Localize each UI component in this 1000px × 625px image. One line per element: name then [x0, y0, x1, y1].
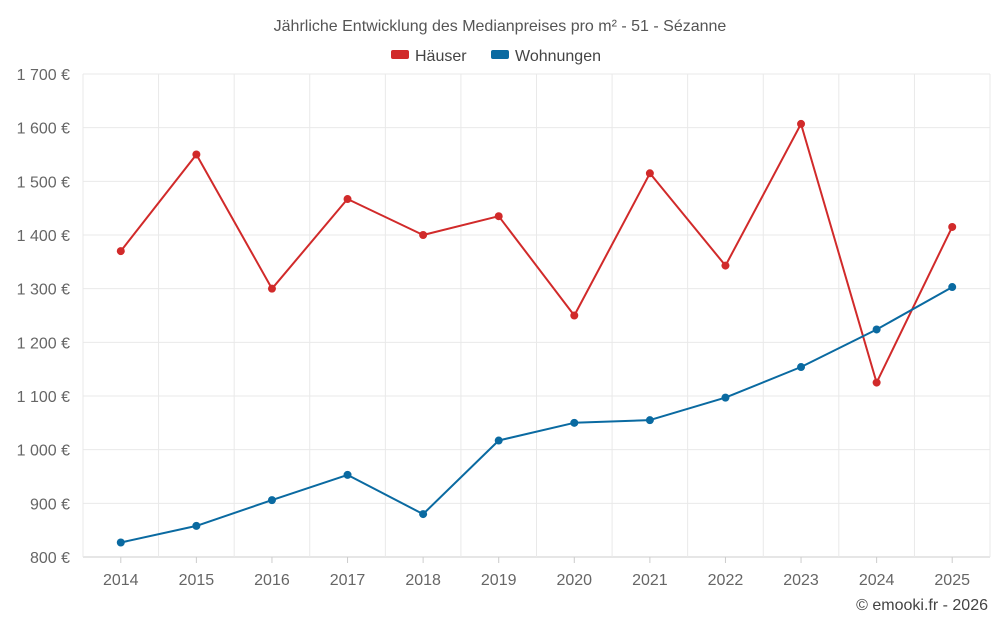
legend-swatch-haeuser	[391, 50, 409, 59]
data-point-haeuser[interactable]	[645, 169, 654, 178]
series-line-haeuser	[120, 122, 954, 384]
data-point-haeuser[interactable]	[192, 150, 201, 159]
legend-swatch-wohnungen	[491, 50, 509, 59]
copyright-credit: © emooki.fr - 2026	[856, 597, 988, 614]
data-point-wohnungen[interactable]	[570, 418, 579, 427]
chart-title: Jährliche Entwicklung des Medianpreises …	[274, 18, 727, 35]
x-tick-label: 2021	[632, 572, 668, 589]
data-point-haeuser[interactable]	[797, 119, 806, 128]
y-tick-label: 800 €	[30, 550, 70, 567]
x-tick-label: 2020	[556, 572, 592, 589]
data-point-wohnungen[interactable]	[494, 436, 503, 445]
grid	[82, 73, 991, 558]
y-axis: 800 € 900 € 1 000 € 1 100 € 1 200 € 1 300 € 1 …	[17, 67, 70, 567]
data-point-wohnungen[interactable]	[343, 470, 352, 479]
y-tick-label: 1 000 €	[17, 443, 70, 460]
y-tick-label: 1 400 €	[17, 228, 70, 245]
x-tick-label: 2018	[405, 572, 441, 589]
data-point-wohnungen[interactable]	[721, 393, 730, 402]
data-point-wohnungen[interactable]	[419, 510, 428, 519]
x-tick-label: 2014	[103, 572, 139, 589]
legend-label-haeuser[interactable]: Häuser	[415, 48, 467, 65]
legend-label-wohnungen[interactable]: Wohnungen	[515, 48, 601, 65]
data-point-haeuser[interactable]	[570, 311, 579, 320]
y-tick-label: 1 500 €	[17, 174, 70, 191]
y-tick-label: 900 €	[30, 496, 70, 513]
x-axis: 2014 2015 2016 2017 2018 2019 2020 2021 2022 2023…	[103, 557, 970, 589]
data-point-wohnungen[interactable]	[645, 416, 654, 425]
data-point-haeuser[interactable]	[116, 247, 125, 256]
data-point-wohnungen[interactable]	[872, 325, 881, 334]
x-tick-label: 2023	[783, 572, 819, 589]
y-tick-label: 1 200 €	[17, 335, 70, 352]
data-point-haeuser[interactable]	[267, 284, 276, 293]
x-tick-label: 2019	[481, 572, 517, 589]
data-point-haeuser[interactable]	[721, 261, 730, 270]
data-point-wohnungen[interactable]	[797, 363, 806, 372]
data-point-haeuser[interactable]	[948, 222, 957, 231]
data-point-wohnungen[interactable]	[948, 283, 957, 292]
x-tick-label: 2024	[859, 572, 895, 589]
data-point-haeuser[interactable]	[343, 195, 352, 204]
series-line-wohnungen	[120, 286, 953, 544]
y-tick-label: 1 100 €	[17, 389, 70, 406]
data-point-haeuser[interactable]	[419, 231, 428, 239]
data-point-wohnungen[interactable]	[116, 538, 125, 547]
y-tick-label: 1 700 €	[17, 67, 70, 84]
data-point-haeuser[interactable]	[494, 212, 503, 221]
data-point-wohnungen[interactable]	[192, 521, 201, 530]
x-tick-label: 2025	[934, 572, 970, 589]
y-tick-label: 1 600 €	[17, 121, 70, 138]
x-tick-label: 2017	[330, 572, 366, 589]
x-tick-label: 2016	[254, 572, 290, 589]
x-tick-label: 2022	[708, 572, 744, 589]
legend: Häuser Wohnungen	[391, 48, 601, 65]
x-tick-label: 2015	[179, 572, 215, 589]
y-tick-label: 1 300 €	[17, 282, 70, 299]
data-point-haeuser[interactable]	[872, 378, 881, 387]
series-layer	[116, 119, 957, 547]
data-point-wohnungen[interactable]	[267, 496, 276, 505]
